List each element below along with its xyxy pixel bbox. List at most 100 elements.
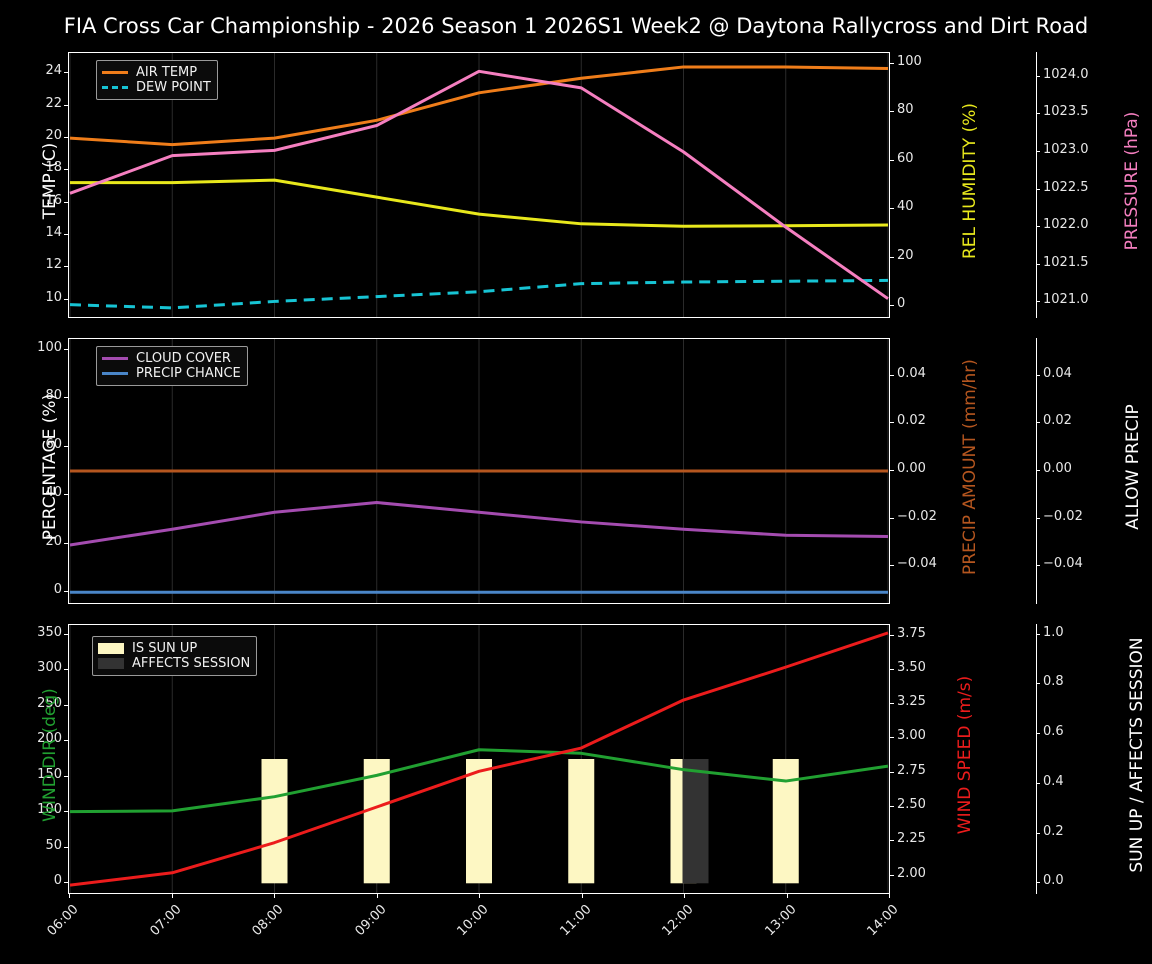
- tick-mark: [890, 422, 894, 424]
- tick-mark: [64, 201, 68, 203]
- tick-label: 40: [45, 485, 62, 501]
- x-tick-label: 10:00: [454, 902, 492, 940]
- x-tick-label: 06:00: [44, 902, 82, 940]
- tick-label: 0.02: [1043, 413, 1072, 429]
- tick-label: 1021.5: [1043, 254, 1089, 270]
- tick-label: 22: [45, 95, 62, 111]
- tick-mark: [1036, 374, 1040, 376]
- tick-mark: [890, 374, 894, 376]
- x-tick-mark: [69, 894, 70, 898]
- x-tick-mark: [171, 894, 173, 898]
- sun-up-axis-spine: [1036, 624, 1037, 894]
- tick-mark: [890, 208, 894, 210]
- tick-mark: [890, 256, 894, 258]
- legend-label: AFFECTS SESSION: [132, 656, 251, 671]
- legend-panel-3: IS SUN UP AFFECTS SESSION: [92, 636, 258, 676]
- cloud-cover-swatch-icon: [102, 357, 128, 360]
- tick-mark: [1036, 422, 1040, 424]
- x-tick-mark: [581, 894, 583, 898]
- tick-label: 20: [45, 128, 62, 144]
- tick-label: 1024.0: [1043, 66, 1089, 82]
- tick-mark: [1036, 470, 1040, 471]
- tick-label: −0.04: [897, 556, 937, 572]
- tick-mark: [890, 111, 894, 113]
- tick-label: 2.75: [897, 762, 926, 778]
- tick-label: 14: [45, 225, 62, 241]
- tick-label: 20: [897, 247, 914, 263]
- tick-mark: [1036, 565, 1040, 567]
- tick-mark: [1036, 782, 1040, 784]
- tick-label: 1023.5: [1043, 104, 1089, 120]
- tick-label: 0: [53, 582, 62, 598]
- tick-label: 200: [37, 731, 62, 747]
- tick-label: 0.04: [1043, 365, 1072, 381]
- tick-mark: [64, 775, 68, 777]
- x-tick-label: 08:00: [249, 902, 287, 940]
- tick-mark: [64, 846, 68, 848]
- tick-mark: [64, 137, 68, 139]
- panel-temperature-plot: [69, 53, 889, 317]
- tick-mark: [890, 703, 894, 705]
- tick-label: 1021.0: [1043, 292, 1089, 308]
- tick-label: 0.0: [1043, 873, 1064, 889]
- legend-item-is-sun-up: IS SUN UP: [98, 641, 250, 656]
- pressure-axis-label: PRESSURE (hPa): [1122, 111, 1142, 251]
- legend-label: AIR TEMP: [136, 65, 198, 80]
- x-tick-mark: [376, 894, 378, 898]
- tick-mark: [1036, 683, 1040, 685]
- tick-mark: [1036, 517, 1040, 519]
- tick-mark: [890, 771, 894, 773]
- tick-label: 100: [37, 339, 62, 355]
- tick-mark: [64, 882, 68, 884]
- tick-label: 150: [37, 766, 62, 782]
- tick-mark: [890, 737, 894, 739]
- tick-mark: [890, 634, 894, 636]
- tick-mark: [890, 840, 894, 842]
- wind-speed-axis-label: WIND SPEED (m/s): [955, 675, 975, 835]
- tick-label: 50: [45, 837, 62, 853]
- tick-mark: [1036, 113, 1040, 115]
- tick-label: 12: [45, 257, 62, 273]
- tick-label: 100: [37, 802, 62, 818]
- tick-mark: [64, 811, 68, 813]
- wind-dir-axis-label: WIND DIR (deg): [40, 688, 60, 822]
- tick-label: 1022.5: [1043, 179, 1089, 195]
- tick-mark: [64, 633, 68, 635]
- x-tick-label: 11:00: [557, 902, 595, 940]
- allow-precip-axis-label: ALLOW PRECIP: [1123, 404, 1143, 530]
- is-sun-up-swatch-icon: [98, 643, 124, 654]
- tick-label: −0.02: [1043, 508, 1083, 524]
- legend-item-precip-chance: PRECIP CHANCE: [102, 366, 241, 381]
- tick-mark: [64, 591, 68, 593]
- legend-label: DEW POINT: [136, 80, 211, 95]
- legend-item-air-temp: AIR TEMP: [102, 65, 211, 80]
- tick-label: 0.00: [1043, 461, 1072, 476]
- tick-label: 20: [45, 533, 62, 549]
- tick-mark: [64, 266, 68, 268]
- sun-up-axis-label: SUN UP / AFFECTS SESSION: [1127, 637, 1147, 873]
- tick-label: 3.00: [897, 728, 926, 744]
- x-tick-label: 07:00: [147, 902, 185, 940]
- temp-axis-label: TEMP (C): [40, 142, 60, 220]
- tick-label: 0.8: [1043, 674, 1064, 690]
- tick-mark: [1036, 832, 1040, 834]
- legend-label: CLOUD COVER: [136, 351, 231, 366]
- tick-mark: [890, 517, 894, 519]
- legend-item-cloud-cover: CLOUD COVER: [102, 351, 241, 366]
- tick-label: 16: [45, 192, 62, 208]
- page-title: FIA Cross Car Championship - 2026 Season…: [63, 14, 1089, 38]
- allow-precip-axis-spine: [1036, 338, 1037, 604]
- legend-panel-1: AIR TEMP DEW POINT: [96, 60, 218, 100]
- tick-mark: [64, 104, 68, 106]
- tick-mark: [64, 298, 68, 300]
- tick-label: 24: [45, 63, 62, 79]
- tick-label: 250: [37, 695, 62, 711]
- tick-mark: [1036, 75, 1040, 77]
- tick-mark: [64, 72, 68, 74]
- tick-label: 0: [53, 873, 62, 889]
- tick-mark: [1036, 226, 1040, 228]
- tick-mark: [1036, 263, 1040, 265]
- tick-mark: [1036, 882, 1040, 884]
- tick-mark: [890, 874, 894, 876]
